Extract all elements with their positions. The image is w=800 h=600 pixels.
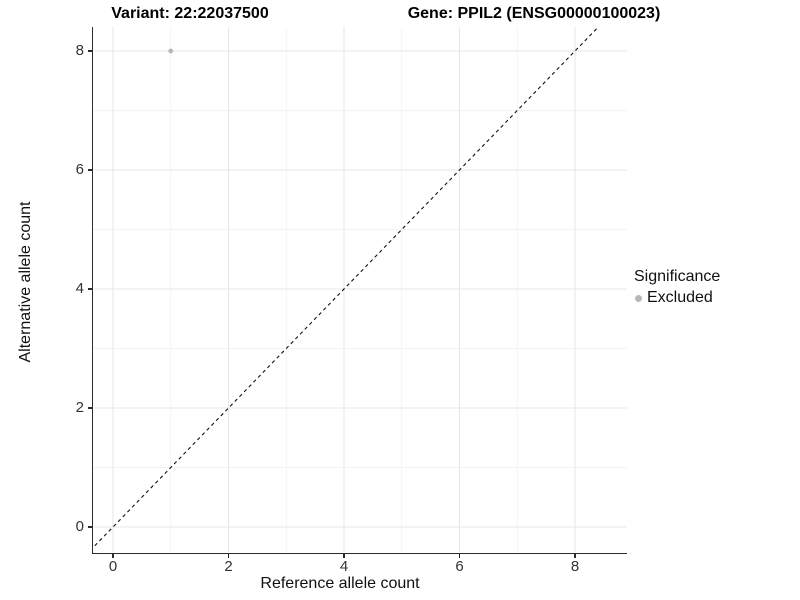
y-axis-tick [88, 407, 93, 409]
x-axis-tick-label: 6 [455, 558, 464, 575]
identity-dashed-line [92, 27, 599, 549]
x-axis-tick-label: 8 [570, 558, 580, 575]
x-axis-tick [574, 553, 576, 558]
plot-canvas [92, 27, 627, 552]
x-axis-tick-label: 4 [339, 558, 349, 575]
x-axis-tick [343, 553, 345, 558]
x-axis-tick-label: 0 [108, 558, 118, 575]
y-axis-tick [88, 526, 93, 528]
legend-item-label: Excluded [647, 289, 713, 306]
y-axis-tick [88, 50, 93, 52]
x-axis-tick [458, 553, 461, 558]
x-axis-tick [227, 553, 230, 558]
legend: Significance Excluded [630, 267, 795, 307]
plot-title-variant: Variant: 22:22037500 [111, 5, 269, 22]
y-axis-tick [88, 169, 93, 171]
x-axis-tick [112, 553, 114, 558]
y-axis-tick-label: 4 [75, 280, 84, 297]
plot-panel [91, 27, 627, 554]
y-axis-tick-label: 8 [75, 42, 84, 59]
x-axis-title: Reference allele count [260, 575, 420, 592]
legend-point-marker [635, 294, 642, 302]
y-axis-tick [88, 288, 93, 290]
x-axis-tick-label: 2 [224, 558, 233, 575]
y-axis-tick-label: 0 [75, 518, 84, 535]
legend-item-excluded: Excluded [630, 289, 795, 307]
y-axis-title: Alternative allele count [17, 201, 34, 363]
plot-title-gene: Gene: PPIL2 (ENSG00000100023) [407, 5, 661, 22]
data-point [167, 48, 173, 54]
y-axis-tick-label: 6 [75, 161, 84, 178]
legend-title: Significance [634, 268, 721, 285]
y-axis-tick-label: 2 [75, 399, 84, 416]
